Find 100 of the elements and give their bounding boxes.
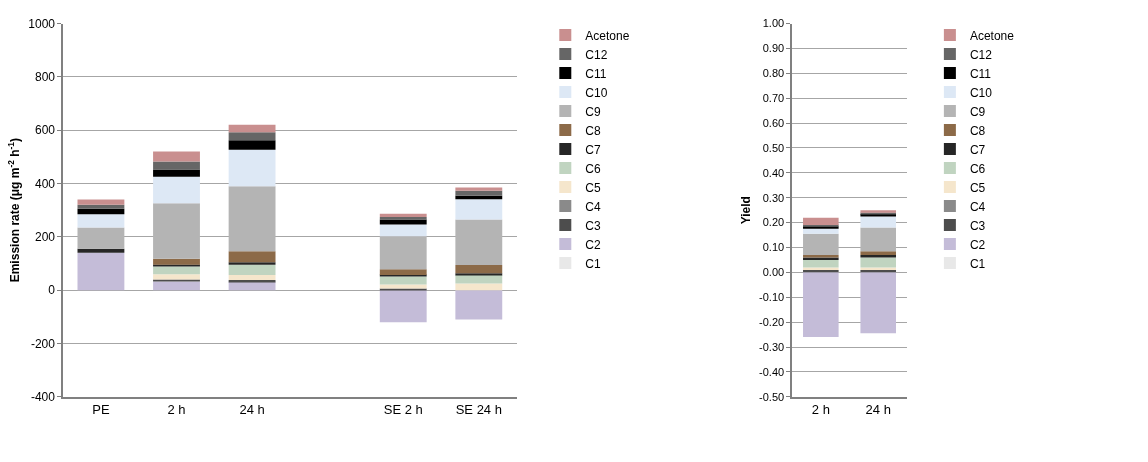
bar: [77, 204, 125, 209]
bar: [77, 227, 125, 249]
bar: [77, 214, 125, 228]
bar: [228, 124, 276, 133]
bar: [228, 140, 276, 150]
y-tick-label: 0.70: [762, 92, 785, 105]
y-tick-label: -0.50: [759, 390, 785, 403]
bar: [153, 176, 200, 204]
y-tick-label: 0.50: [762, 141, 785, 154]
bar: [228, 274, 276, 281]
y-tick-label: 1000: [28, 16, 56, 31]
bar: [228, 280, 276, 283]
bar: [455, 190, 503, 196]
x-tick-label: PE: [92, 402, 110, 418]
bar: [379, 269, 427, 275]
bar: [77, 252, 125, 291]
legend-label: C3: [585, 218, 601, 233]
bar: [77, 248, 125, 253]
legend-label: C6: [969, 161, 986, 176]
legend-label: C9: [969, 104, 986, 119]
bar: [455, 273, 503, 276]
y-tick-label: -400: [30, 389, 56, 404]
bar: [455, 199, 503, 220]
bar: [153, 264, 200, 267]
bar: [379, 288, 427, 291]
y-tick-label: 0.00: [762, 266, 785, 279]
legend-label: C1: [969, 256, 986, 271]
y-tick-label: 800: [34, 70, 56, 85]
bar: [379, 224, 427, 237]
bar: [228, 132, 276, 141]
legend-label: C2: [585, 237, 601, 252]
x-tick-label: 2 h: [811, 402, 830, 418]
bar: [379, 236, 427, 270]
x-tick-label: 24 h: [865, 402, 891, 418]
bar: [803, 259, 839, 268]
y-tick-label: 1.00: [762, 17, 785, 30]
bar: [228, 262, 276, 265]
bar: [860, 227, 897, 252]
bar: [803, 272, 839, 338]
x-tick-label: 2 h: [167, 402, 186, 418]
y-tick-label: -0.30: [759, 340, 785, 353]
bar: [153, 274, 200, 280]
y-tick-label: 0.40: [762, 166, 785, 179]
legend-label: C9: [585, 104, 601, 119]
x-tick-label: SE 2 h: [383, 402, 423, 418]
bar: [153, 279, 200, 282]
legend-label: C12: [585, 47, 608, 62]
bar: [228, 186, 276, 252]
y-tick-label: 0: [48, 283, 56, 298]
y-tick-label: 0.90: [762, 42, 785, 55]
legend-label: C10: [969, 85, 993, 100]
y-tick-label: 0.10: [762, 241, 785, 254]
legend-label: C8: [969, 123, 986, 138]
y-tick-label: 200: [34, 230, 56, 245]
y-tick-label: 0.20: [762, 216, 785, 229]
y-tick-label: 400: [34, 176, 56, 191]
legend-label: C5: [969, 180, 986, 195]
legend-label: C10: [585, 85, 608, 100]
bar: [860, 216, 897, 228]
bar: [153, 281, 200, 291]
bar: [379, 274, 427, 277]
legend-label: C12: [969, 47, 993, 62]
bar: [860, 257, 897, 268]
bar: [77, 208, 125, 215]
bar: [153, 151, 200, 162]
legend-label: C4: [585, 199, 601, 214]
legend-label: C11: [969, 66, 992, 81]
bar: [803, 217, 839, 226]
legend-label: C4: [969, 199, 986, 214]
legend-label: C1: [585, 256, 601, 271]
bar: [803, 233, 839, 255]
bar: [153, 258, 200, 265]
bar: [379, 276, 427, 285]
legend-label: C2: [969, 237, 986, 252]
legend-label: C3: [969, 218, 986, 233]
legend-label: C7: [969, 142, 986, 157]
y-axis-title: Yield: [738, 196, 753, 225]
y-tick-label: -0.40: [759, 365, 785, 378]
bar: [455, 290, 503, 320]
x-tick-label: SE 24 h: [455, 402, 502, 418]
bar: [153, 169, 200, 177]
legend-label: C8: [585, 123, 601, 138]
y-tick-label: -0.10: [759, 291, 785, 304]
bar: [153, 203, 200, 259]
bar: [455, 265, 503, 274]
bar: [455, 219, 503, 266]
bar: [803, 228, 839, 234]
bar: [153, 266, 200, 275]
legend-label: C5: [585, 180, 601, 195]
bar: [379, 219, 427, 225]
y-tick-label: 600: [34, 123, 56, 138]
legend-label: C7: [585, 142, 601, 157]
bar: [228, 251, 276, 263]
bar: [860, 272, 897, 334]
bar: [379, 284, 427, 289]
x-tick-label: 24 h: [239, 402, 265, 418]
legend-label: C11: [585, 66, 607, 81]
y-tick-label: 0.60: [762, 116, 785, 129]
bar: [379, 290, 427, 323]
legend-label: Acetone: [585, 28, 630, 43]
